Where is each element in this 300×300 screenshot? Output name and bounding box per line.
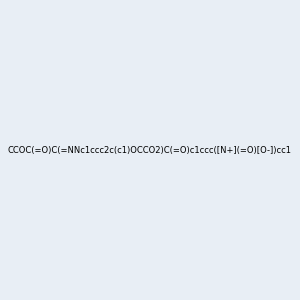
Text: CCOC(=O)C(=NNc1ccc2c(c1)OCCO2)C(=O)c1ccc([N+](=O)[O-])cc1: CCOC(=O)C(=NNc1ccc2c(c1)OCCO2)C(=O)c1ccc… [8, 146, 292, 154]
